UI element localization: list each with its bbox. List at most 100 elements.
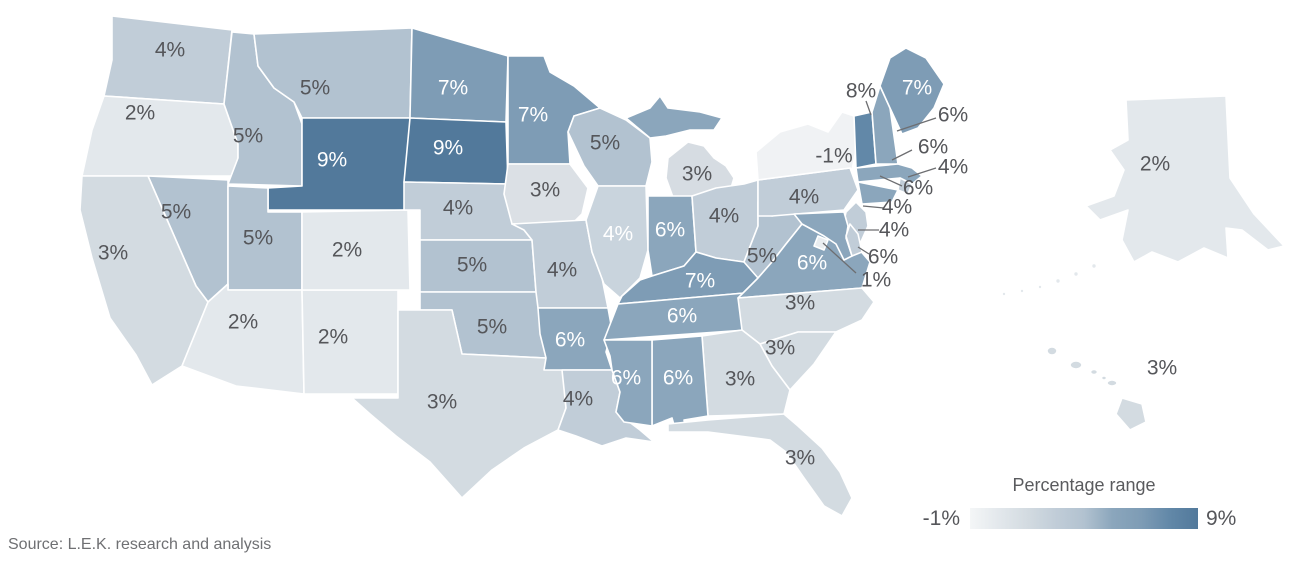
state-label-nh: 6% [938,104,968,127]
state-label-in: 6% [655,219,685,242]
state-label-wa: 4% [155,39,185,62]
state-label-sd: 9% [433,137,463,160]
state-label-mn: 7% [518,104,548,127]
state-label-wy: 9% [317,149,347,172]
callout-line-md [857,246,870,255]
state-label-nv: 5% [161,201,191,224]
state-label-ok: 5% [477,316,507,339]
state-label-ak: 2% [1140,153,1170,176]
callout-line-ri [907,167,937,178]
state-new-hampshire [871,85,899,165]
state-label-hi: 3% [1147,357,1177,380]
state-texas [351,309,567,499]
state-label-ms: 6% [611,367,641,390]
state-label-oh: 4% [709,205,739,228]
state-alaska [1001,95,1285,297]
state-label-mo: 4% [547,259,577,282]
state-colorado [301,209,411,291]
state-label-tn: 6% [667,305,697,328]
hawaii-big-island [1115,397,1147,431]
state-label-tx: 3% [427,391,457,414]
callout-line-nh [896,117,937,132]
state-district-of-columbia [813,235,829,251]
state-label-ks: 5% [457,254,487,277]
state-label-or: 2% [125,102,155,125]
state-label-ut: 5% [243,227,273,250]
state-california [79,175,209,386]
state-maryland [793,211,853,261]
state-oregon [81,95,239,177]
state-label-sc: 3% [765,337,795,360]
state-label-dc: 1% [861,269,891,292]
aleutian-island [1019,288,1025,294]
state-label-me: 7% [902,77,932,100]
state-illinois [585,185,649,299]
state-michigan-upper-peninsula [625,95,723,139]
state-label-ia: 3% [530,179,560,202]
legend-min-label: -1% [922,507,960,530]
state-label-ne: 4% [443,197,473,220]
state-wisconsin [567,107,653,187]
hawaii-island [1100,375,1108,381]
callout-line-dc [822,242,857,274]
state-label-nd: 7% [438,77,468,100]
state-label-md: 6% [868,246,898,269]
aleutian-island [1072,270,1080,278]
state-label-wi: 5% [590,132,620,155]
state-shapes [79,15,1285,517]
hawaii-island [1046,346,1058,356]
state-label-al: 6% [663,367,693,390]
state-maine [879,47,945,135]
legend-gradient-bar [970,508,1198,529]
state-iowa [503,163,589,225]
hawaii-island [1089,368,1099,376]
state-label-de: 4% [879,219,909,242]
state-label-ga: 3% [725,368,755,391]
state-label-ny: -1% [815,145,852,168]
state-label-mt: 5% [300,77,330,100]
state-label-nc: 3% [785,292,815,315]
state-label-il: 4% [603,223,633,246]
state-label-ma: 6% [918,136,948,159]
aleutian-island [1037,284,1043,290]
callout-lines [822,100,937,274]
state-connecticut [857,181,899,205]
aleutian-island [1054,277,1062,285]
legend-max-label: 9% [1206,507,1237,530]
state-value-labels: 4% 2% 3% 5% 5% 5% 9% 5% 2% 2% 2% 7% 9% 4… [98,39,1177,470]
state-label-va: 6% [797,252,827,275]
state-label-vt: 8% [846,80,876,103]
state-north-dakota [409,27,509,123]
legend-title: Percentage range [1012,475,1156,495]
state-label-ky: 7% [685,270,715,293]
state-label-az: 2% [228,311,258,334]
state-rhode-island [897,177,913,195]
state-label-ct: 6% [903,177,933,200]
callout-line-ma [891,149,913,161]
callout-line-vt [865,100,872,116]
source-note: Source: L.E.K. research and analysis [8,536,272,553]
state-mississippi [603,339,653,427]
state-new-mexico [301,289,399,395]
callout-line-nj [862,205,885,209]
state-label-mi: 3% [682,163,712,186]
aleutian-island [1001,291,1007,297]
state-label-pa: 4% [789,186,819,209]
callout-line-ct [879,175,903,187]
state-florida [667,413,853,517]
state-label-ri: 4% [938,156,968,179]
state-massachusetts [855,163,923,185]
state-label-id: 5% [233,125,263,148]
state-label-la: 4% [563,388,593,411]
hawaii-island [1069,360,1083,370]
state-georgia [701,329,791,417]
state-label-fl: 3% [785,447,815,470]
state-label-co: 2% [332,239,362,262]
state-label-nj: 4% [882,196,912,219]
state-label-ca: 3% [98,242,128,265]
hawaii-island [1106,379,1118,387]
state-delaware [845,223,863,257]
state-label-nm: 2% [318,326,348,349]
